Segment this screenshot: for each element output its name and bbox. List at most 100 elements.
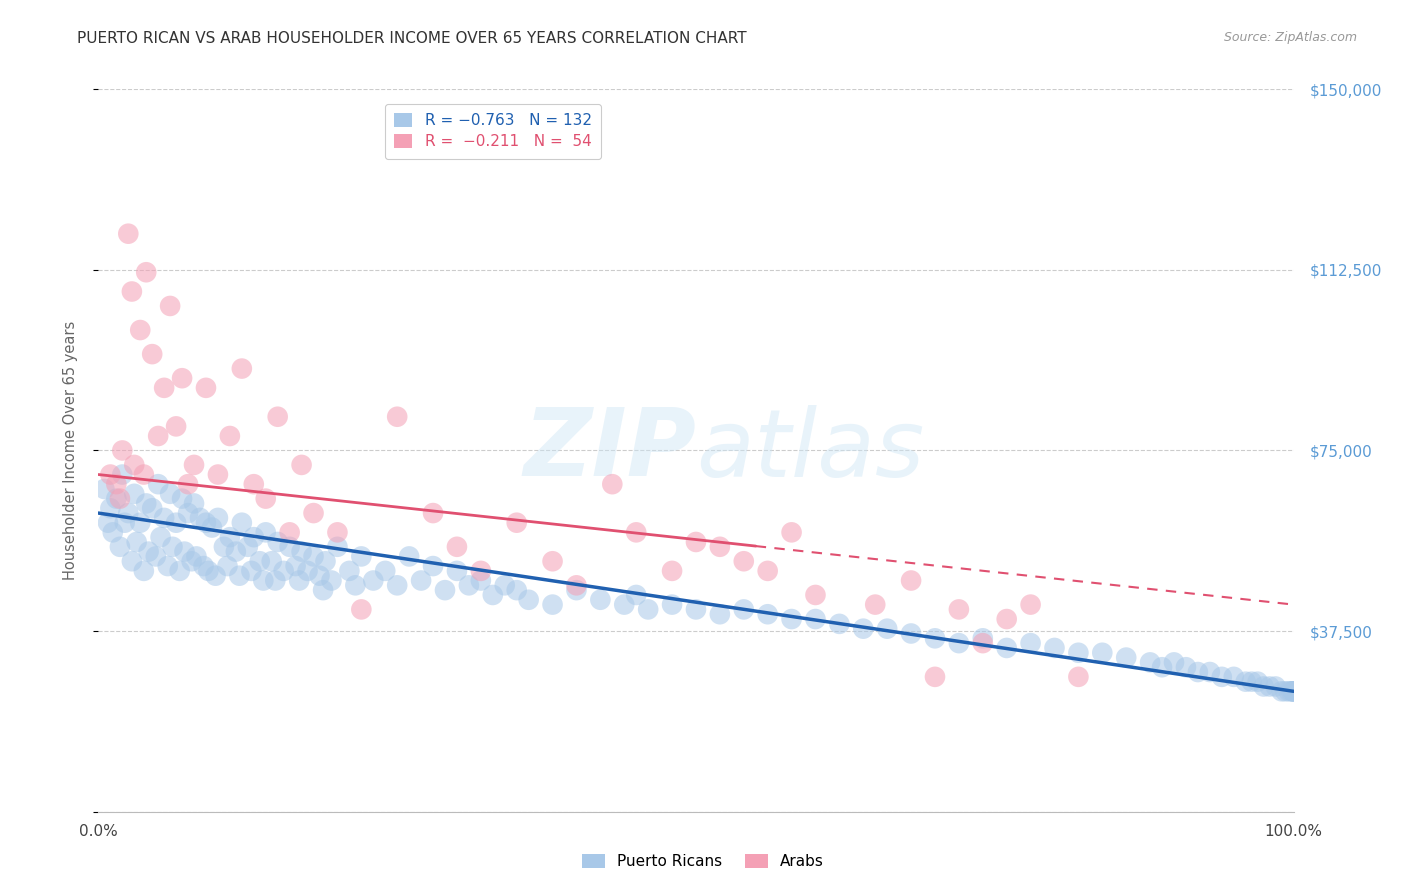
Point — [138, 544, 160, 558]
Point — [1258, 680, 1281, 694]
Point — [121, 285, 143, 299]
Point — [804, 612, 827, 626]
Point — [159, 487, 181, 501]
Point — [93, 482, 115, 496]
Point — [284, 559, 307, 574]
Point — [124, 487, 146, 501]
Point — [177, 506, 200, 520]
Point — [995, 640, 1018, 655]
Point — [231, 361, 253, 376]
Point — [195, 381, 218, 395]
Text: Source: ZipAtlas.com: Source: ZipAtlas.com — [1223, 31, 1357, 45]
Point — [159, 299, 181, 313]
Point — [201, 520, 224, 534]
Point — [117, 227, 139, 241]
Point — [153, 381, 176, 395]
Point — [321, 574, 343, 588]
Point — [1278, 684, 1301, 698]
Point — [661, 598, 683, 612]
Point — [339, 564, 361, 578]
Point — [470, 564, 492, 578]
Point — [267, 535, 290, 549]
Point — [458, 578, 481, 592]
Point — [541, 598, 564, 612]
Point — [165, 419, 187, 434]
Point — [273, 564, 295, 578]
Point — [240, 564, 263, 578]
Point — [243, 530, 266, 544]
Point — [302, 506, 325, 520]
Point — [254, 491, 277, 506]
Point — [756, 564, 779, 578]
Point — [385, 578, 409, 592]
Point — [995, 612, 1018, 626]
Point — [709, 607, 731, 622]
Point — [434, 583, 457, 598]
Text: ZIP: ZIP — [523, 404, 696, 497]
Point — [900, 574, 922, 588]
Point — [236, 540, 259, 554]
Point — [626, 588, 648, 602]
Text: atlas: atlas — [696, 405, 924, 496]
Point — [1067, 670, 1090, 684]
Point — [252, 574, 274, 588]
Point — [308, 568, 330, 582]
Point — [385, 409, 409, 424]
Point — [733, 602, 755, 616]
Point — [141, 501, 163, 516]
Point — [129, 516, 152, 530]
Point — [326, 540, 349, 554]
Point — [124, 458, 146, 472]
Point — [1043, 640, 1066, 655]
Point — [1091, 646, 1114, 660]
Legend: R = −0.763   N = 132, R =  −0.211   N =  54: R = −0.763 N = 132, R = −0.211 N = 54 — [385, 104, 600, 159]
Point — [1240, 674, 1263, 689]
Point — [685, 535, 707, 549]
Point — [948, 636, 970, 650]
Point — [254, 525, 277, 540]
Point — [149, 530, 172, 544]
Point — [446, 540, 468, 554]
Point — [243, 477, 266, 491]
Point — [98, 501, 122, 516]
Point — [108, 491, 131, 506]
Point — [193, 559, 215, 574]
Point — [98, 467, 122, 482]
Point — [972, 632, 994, 646]
Point — [494, 578, 516, 592]
Point — [260, 554, 283, 568]
Point — [145, 549, 167, 564]
Point — [446, 564, 468, 578]
Point — [1139, 656, 1161, 670]
Text: PUERTO RICAN VS ARAB HOUSEHOLDER INCOME OVER 65 YEARS CORRELATION CHART: PUERTO RICAN VS ARAB HOUSEHOLDER INCOME … — [77, 31, 747, 46]
Point — [1282, 684, 1305, 698]
Point — [350, 602, 373, 616]
Point — [1234, 674, 1257, 689]
Point — [1282, 684, 1305, 698]
Point — [1253, 680, 1275, 694]
Point — [363, 574, 385, 588]
Point — [162, 540, 184, 554]
Point — [228, 568, 250, 582]
Point — [900, 626, 922, 640]
Point — [111, 467, 134, 482]
Point — [169, 564, 191, 578]
Point — [470, 574, 492, 588]
Point — [637, 602, 659, 616]
Point — [183, 458, 205, 472]
Point — [1163, 656, 1185, 670]
Point — [852, 622, 875, 636]
Point — [219, 530, 242, 544]
Point — [231, 516, 253, 530]
Point — [1115, 650, 1137, 665]
Point — [602, 477, 624, 491]
Point — [924, 670, 946, 684]
Point — [1282, 684, 1305, 698]
Point — [114, 516, 136, 530]
Point — [506, 583, 529, 598]
Point — [1279, 684, 1302, 698]
Point — [422, 506, 444, 520]
Point — [1211, 670, 1233, 684]
Point — [1187, 665, 1209, 679]
Point — [948, 602, 970, 616]
